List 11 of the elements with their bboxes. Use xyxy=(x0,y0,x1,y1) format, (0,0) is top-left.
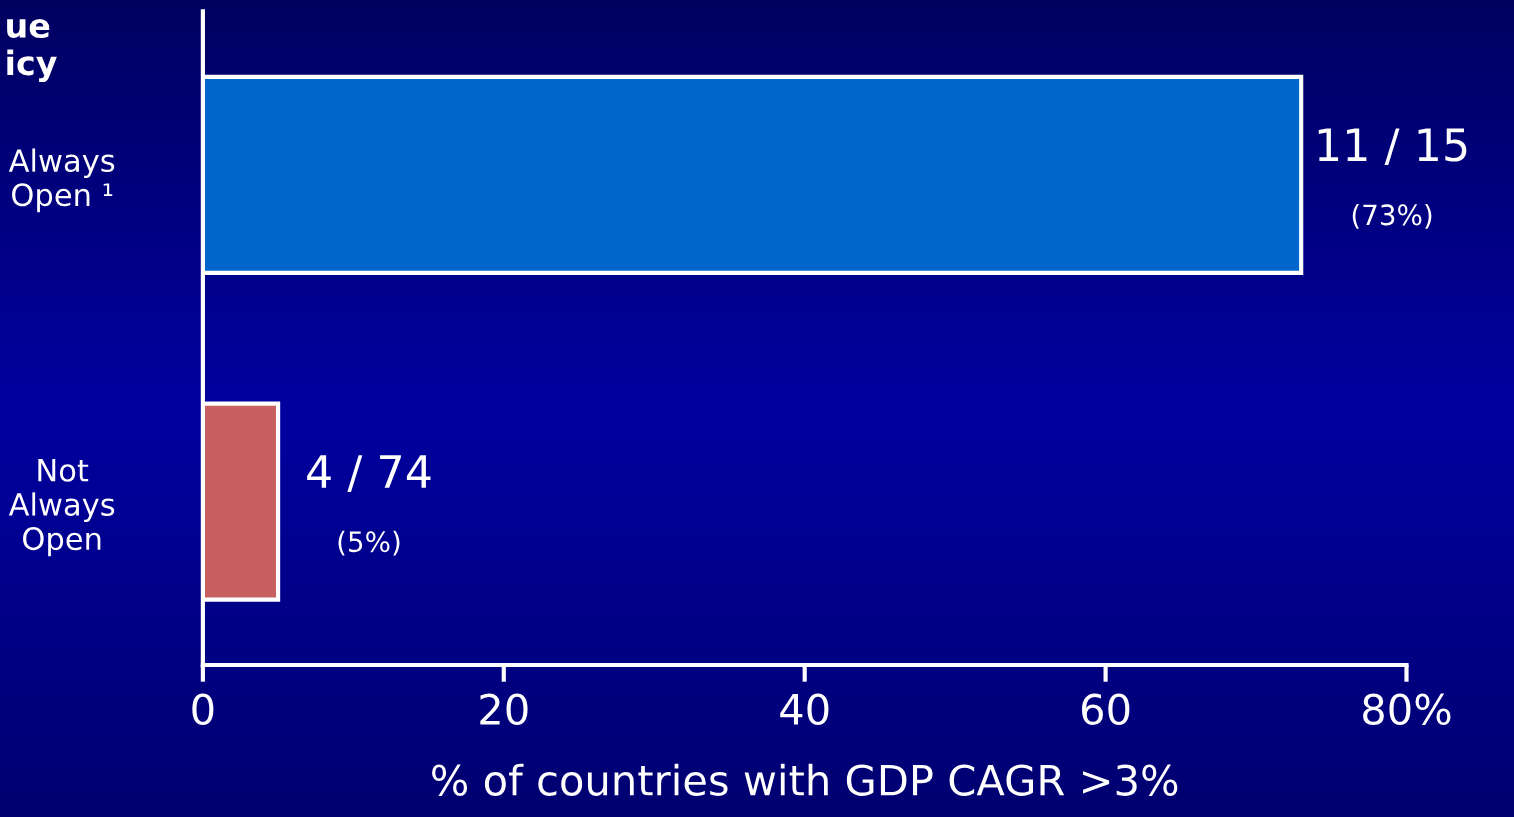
data-label: 11 / 15 (73%) xyxy=(1318,128,1467,229)
x-tick-label: 0 xyxy=(192,693,214,726)
y-tick-label: Not Always Open xyxy=(8,459,115,557)
x-axis-title: % of countries with GDP CAGR >3% xyxy=(432,763,1178,796)
x-tick-label: 40 xyxy=(780,693,829,726)
data-label: 4 / 74 (5%) xyxy=(307,455,431,556)
x-tick-label: 20 xyxy=(480,693,528,726)
x-tick-label: 80% xyxy=(1363,693,1451,726)
text: ue icy xyxy=(7,18,57,83)
x-tick-label: 60 xyxy=(1082,693,1130,726)
y-tick-label: Always Open ¹ xyxy=(8,148,115,213)
